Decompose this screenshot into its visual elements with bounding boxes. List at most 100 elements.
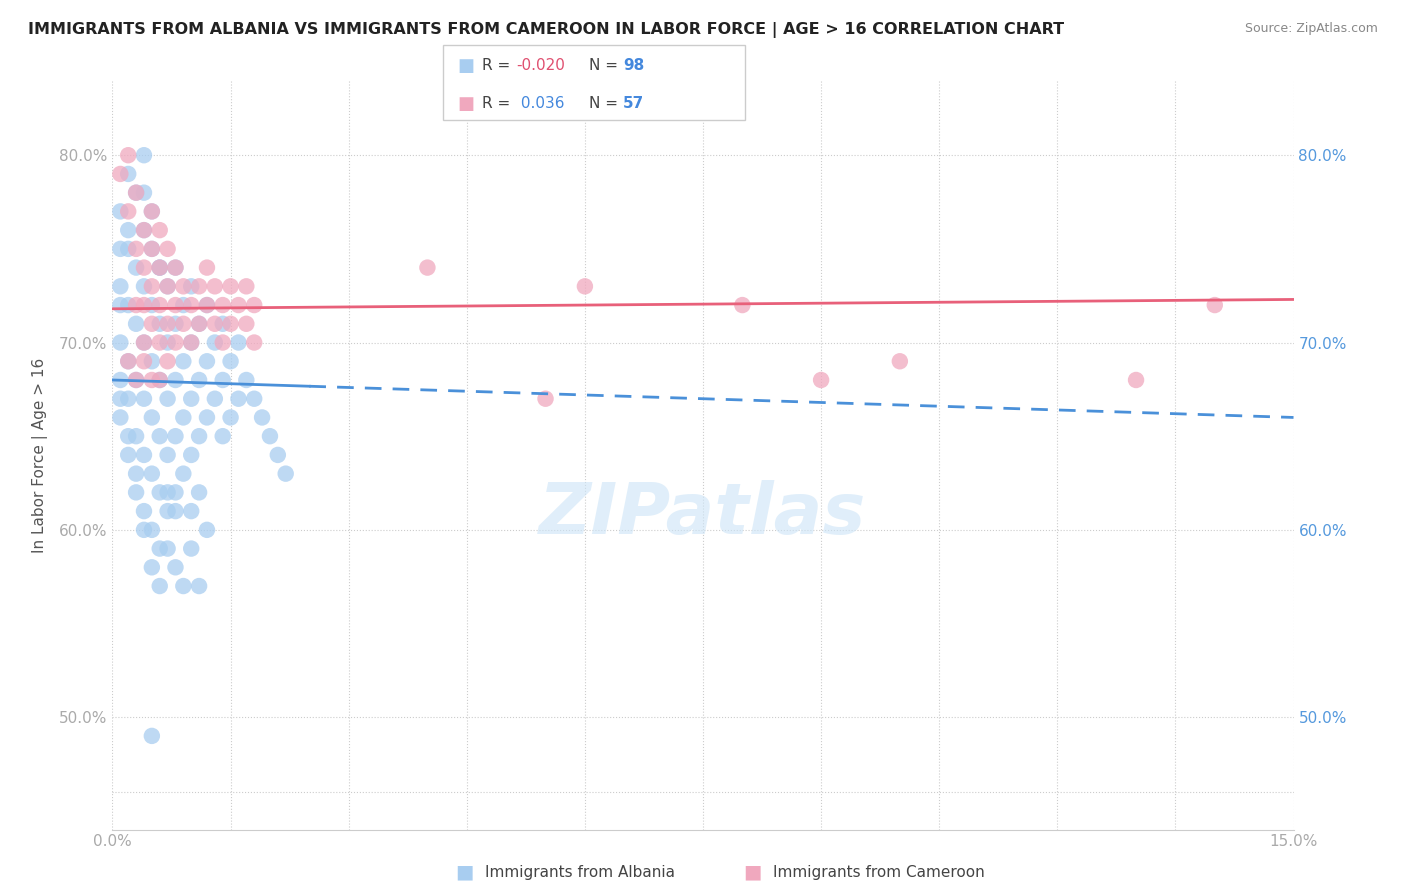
Point	[132, 223, 155, 237]
Point	[180, 279, 202, 293]
Point	[204, 392, 226, 406]
Point	[149, 317, 172, 331]
Point	[195, 260, 218, 275]
Text: 98: 98	[623, 58, 644, 73]
Point	[188, 485, 211, 500]
Point	[117, 392, 139, 406]
Point	[125, 373, 148, 387]
Point	[243, 298, 266, 312]
Point	[274, 467, 297, 481]
Point	[165, 429, 187, 443]
Text: ■: ■	[742, 863, 762, 882]
Point	[141, 298, 163, 312]
Point	[188, 279, 211, 293]
Point	[141, 317, 163, 331]
Point	[180, 504, 202, 518]
Point	[172, 298, 194, 312]
Point	[141, 523, 163, 537]
Point	[117, 223, 139, 237]
Point	[219, 279, 242, 293]
Point	[195, 298, 218, 312]
Point	[235, 279, 257, 293]
Point	[110, 242, 132, 256]
Point	[117, 204, 139, 219]
Point	[165, 560, 187, 574]
Point	[243, 335, 266, 350]
Point	[228, 335, 250, 350]
Point	[149, 541, 172, 556]
Point	[188, 429, 211, 443]
Point	[1125, 373, 1147, 387]
Point	[141, 410, 163, 425]
Point	[810, 373, 832, 387]
Point	[141, 373, 163, 387]
Point	[156, 335, 179, 350]
Point	[117, 429, 139, 443]
Point	[132, 354, 155, 368]
Text: Source: ZipAtlas.com: Source: ZipAtlas.com	[1244, 22, 1378, 36]
Text: ■: ■	[457, 95, 474, 112]
Point	[267, 448, 290, 462]
Point	[534, 392, 557, 406]
Point	[149, 373, 172, 387]
Point	[156, 279, 179, 293]
Point	[228, 298, 250, 312]
Point	[165, 485, 187, 500]
Point	[125, 242, 148, 256]
Point	[165, 317, 187, 331]
Point	[141, 354, 163, 368]
Point	[141, 729, 163, 743]
Point	[125, 467, 148, 481]
Point	[149, 260, 172, 275]
Point	[156, 504, 179, 518]
Point	[172, 579, 194, 593]
Point	[243, 392, 266, 406]
Point	[165, 504, 187, 518]
Point	[149, 260, 172, 275]
Point	[117, 167, 139, 181]
Point	[219, 317, 242, 331]
Point	[125, 317, 148, 331]
Point	[172, 410, 194, 425]
Point	[141, 204, 163, 219]
Text: ■: ■	[457, 57, 474, 75]
Point	[172, 354, 194, 368]
Point	[165, 335, 187, 350]
Point	[117, 298, 139, 312]
Point	[165, 260, 187, 275]
Point	[180, 541, 202, 556]
Point	[110, 335, 132, 350]
Point	[574, 279, 596, 293]
Point	[172, 467, 194, 481]
Point	[172, 279, 194, 293]
Point	[141, 560, 163, 574]
Point	[180, 335, 202, 350]
Point	[219, 354, 242, 368]
Point	[132, 523, 155, 537]
Point	[204, 279, 226, 293]
Point	[132, 148, 155, 162]
Y-axis label: In Labor Force | Age > 16: In Labor Force | Age > 16	[32, 358, 48, 552]
Point	[211, 373, 233, 387]
Point	[195, 523, 218, 537]
Point	[125, 429, 148, 443]
Point	[132, 448, 155, 462]
Point	[125, 186, 148, 200]
Text: ■: ■	[454, 863, 474, 882]
Point	[156, 317, 179, 331]
Point	[149, 429, 172, 443]
Point	[416, 260, 439, 275]
Point	[195, 298, 218, 312]
Point	[110, 373, 132, 387]
Point	[132, 186, 155, 200]
Point	[149, 485, 172, 500]
Point	[219, 410, 242, 425]
Point	[156, 354, 179, 368]
Text: R =: R =	[482, 96, 510, 112]
Point	[204, 317, 226, 331]
Point	[110, 279, 132, 293]
Point	[125, 298, 148, 312]
Point	[156, 392, 179, 406]
Point	[141, 279, 163, 293]
Point	[211, 317, 233, 331]
